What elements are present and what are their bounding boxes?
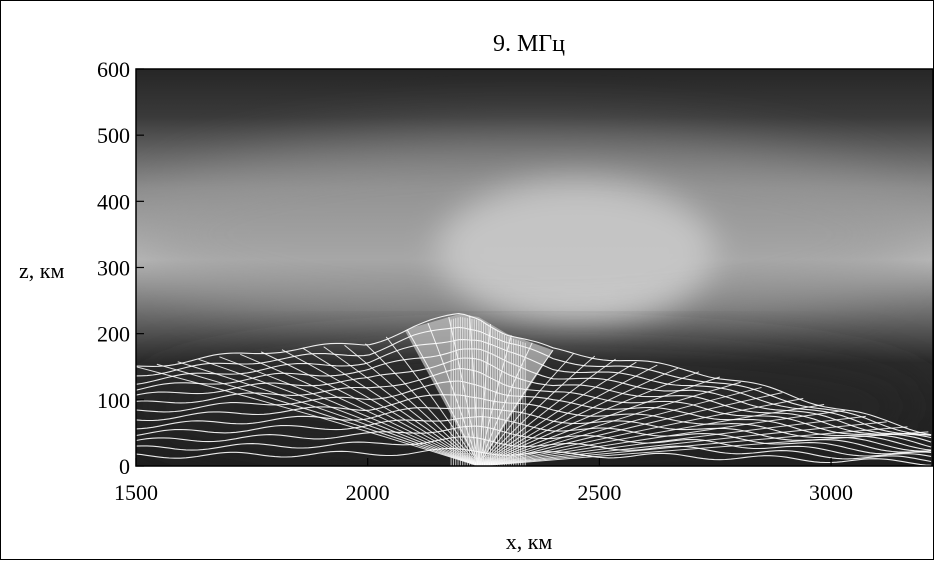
ray-fan <box>136 312 932 466</box>
ray-front <box>136 407 932 453</box>
ray <box>478 403 825 466</box>
ray <box>478 342 533 466</box>
x-tick-label: 1500 <box>114 480 158 505</box>
ray <box>302 347 480 466</box>
ray <box>365 343 480 466</box>
x-axis: 1500 2000 2500 3000 <box>114 458 853 505</box>
chart-title: 9. МГц <box>493 31 565 57</box>
ray <box>478 415 866 466</box>
ray-front <box>136 348 932 439</box>
ray-front <box>136 368 932 448</box>
ray <box>478 421 887 466</box>
ray <box>219 356 480 466</box>
y-tick-label: 400 <box>97 189 130 214</box>
intensity-feature <box>136 346 933 466</box>
y-tick-label: 100 <box>97 388 130 413</box>
x-tick-label: 2500 <box>577 480 621 505</box>
ray <box>260 351 480 466</box>
ray <box>478 367 679 466</box>
y-tick-label: 600 <box>97 57 130 82</box>
ray <box>478 376 721 466</box>
ray <box>198 358 480 466</box>
ray <box>478 409 846 466</box>
y-tick-label: 500 <box>97 123 130 148</box>
ray <box>448 317 480 466</box>
plot-area <box>136 69 933 466</box>
ray-front <box>136 357 932 443</box>
ray <box>240 353 480 466</box>
ray-front <box>136 380 932 451</box>
ray <box>478 352 575 466</box>
ray <box>478 355 596 466</box>
ray <box>156 363 480 466</box>
ray <box>478 381 741 466</box>
x-tick-label: 3000 <box>809 480 853 505</box>
y-axis-label: z, км <box>19 258 64 283</box>
intensity-feature <box>136 135 924 334</box>
y-tick-label: 300 <box>97 256 130 281</box>
ray <box>478 431 929 466</box>
ray-front <box>136 326 932 436</box>
ray-front <box>136 436 932 463</box>
ray <box>136 366 480 466</box>
ray-front <box>136 312 932 436</box>
ray <box>281 349 480 466</box>
y-tick-label: 200 <box>97 322 130 347</box>
y-axis: 0 100 200 300 400 500 600 <box>97 57 144 479</box>
ray <box>478 364 658 466</box>
ray-front <box>136 447 932 466</box>
y-tick-label: 0 <box>119 454 130 479</box>
x-axis-label: x, км <box>506 529 553 554</box>
x-tick-label: 2000 <box>346 480 390 505</box>
ray <box>385 336 480 466</box>
intensity-features <box>136 135 933 466</box>
ray <box>478 426 908 466</box>
ray-front <box>136 425 932 457</box>
ray <box>478 398 804 466</box>
ray <box>406 329 480 466</box>
ray <box>478 323 491 466</box>
ray <box>177 361 480 466</box>
